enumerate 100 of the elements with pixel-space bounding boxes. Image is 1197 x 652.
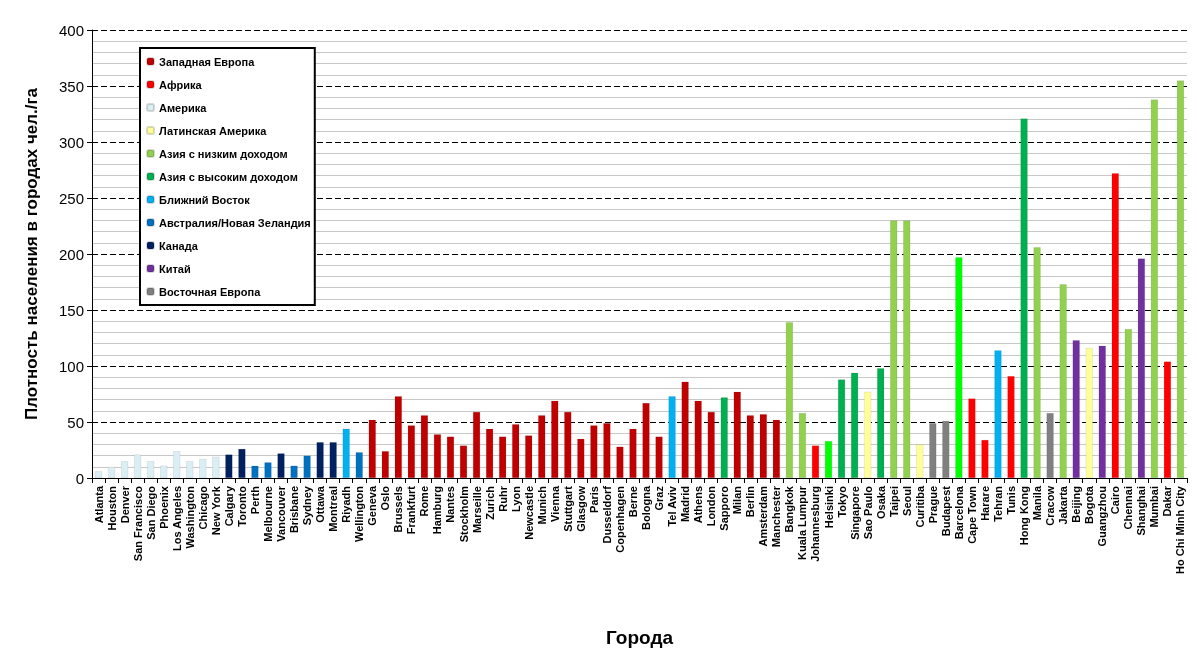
legend-label: Латинская Америка <box>159 124 268 137</box>
x-tick-label: Marseille <box>470 486 483 534</box>
legend-label: Азия с высоким доходом <box>159 170 298 183</box>
x-tick-label: Rome <box>418 486 431 517</box>
x-tick-label: Ottawa <box>314 485 327 523</box>
x-tick-label: Phoenix <box>157 485 170 529</box>
legend-label: Америка <box>159 101 208 114</box>
x-tick-label: Helsinki <box>822 486 835 529</box>
x-tick-label: Dakar <box>1161 485 1174 517</box>
legend-label: Западная Европа <box>159 55 256 68</box>
x-tick-label: Chicago <box>196 485 209 530</box>
legend-label: Канада <box>159 239 199 252</box>
x-tick-label: Munich <box>535 485 548 525</box>
x-tick-label: San Diego <box>144 485 157 540</box>
x-tick-label: Houston <box>105 485 118 531</box>
x-tick-label: Ruhr <box>496 485 509 512</box>
legend-label: Австралия/Новая Зеландия <box>159 216 311 229</box>
x-tick-label: Copenhagen <box>613 485 626 553</box>
y-tick-label: 300 <box>58 133 84 151</box>
x-tick-label: Montreal <box>327 486 340 532</box>
x-axis-title: Города <box>605 627 674 648</box>
x-tick-label: Perth <box>248 485 261 515</box>
x-tick-label: Guangzhou <box>1096 486 1109 547</box>
x-tick-label: Jakarta <box>1057 485 1070 525</box>
x-tick-label: Geneva <box>366 485 379 526</box>
x-tick-label: Shanghai <box>1135 486 1148 536</box>
x-tick-label: Manila <box>1031 485 1044 521</box>
x-tick-label: Riyadh <box>340 485 353 523</box>
legend-label: Китай <box>159 262 191 275</box>
x-tick-label: Seoul <box>900 486 913 516</box>
x-tick-label: Atlanta <box>92 485 105 524</box>
legend-label: Восточная Европа <box>159 285 262 298</box>
x-tick-label: Athens <box>692 486 705 524</box>
x-tick-label: Denver <box>118 485 131 524</box>
x-tick-label: Glasgow <box>574 485 587 532</box>
x-tick-label: Hong Kong <box>1018 486 1031 546</box>
x-tick-label: Brussels <box>392 486 405 533</box>
x-tick-label: Kuala Lumpur <box>796 485 809 560</box>
x-tick-label: Stockholm <box>457 485 470 543</box>
y-tick-label: 50 <box>67 413 84 431</box>
x-tick-label: New York <box>209 485 222 536</box>
x-tick-label: Sydney <box>301 485 314 526</box>
x-tick-label: Vancouver <box>275 485 288 542</box>
x-tick-label: Newcastle <box>522 486 535 540</box>
x-tick-label: Calgary <box>222 485 235 527</box>
x-tick-label: Zurich <box>483 485 496 520</box>
x-tick-label: Washington <box>183 485 196 549</box>
x-tick-label: Manchester <box>770 485 783 548</box>
x-tick-label: Hamburg <box>431 486 444 535</box>
legend-label: Азия с низким доходом <box>159 147 288 160</box>
x-tick-label: Paris <box>587 486 600 513</box>
y-tick-label: 250 <box>58 189 84 207</box>
x-tick-label: Lyon <box>509 485 522 512</box>
x-tick-label: Oslo <box>379 485 392 511</box>
x-tick-label: Curitiba <box>913 485 926 528</box>
x-tick-label: Singapore <box>848 486 861 540</box>
x-tick-label: Toronto <box>235 485 248 527</box>
x-tick-label: Johannesburg <box>809 486 822 562</box>
y-tick-label: 350 <box>58 77 84 95</box>
x-tick-label: Tokyo <box>835 485 848 518</box>
x-tick-label: Sao Paulo <box>861 485 874 540</box>
x-tick-label: Tehran <box>991 485 1004 522</box>
x-tick-label: Prague <box>926 486 939 524</box>
x-tick-label: Graz <box>653 485 666 511</box>
x-tick-label: Mumbai <box>1148 486 1161 528</box>
x-tick-label: Vienna <box>548 485 561 522</box>
x-tick-label: Madrid <box>679 486 692 523</box>
y-tick-label: 150 <box>58 301 84 319</box>
x-tick-label: Beijing <box>1070 486 1083 523</box>
legend-label: Африка <box>159 78 203 91</box>
y-tick-label: 0 <box>75 469 84 487</box>
x-tick-label: Berlin <box>744 485 757 518</box>
x-tick-label: Stuttgart <box>561 485 574 532</box>
x-tick-label: Cape Town <box>965 485 978 544</box>
x-tick-label: Cracow <box>1044 485 1057 526</box>
x-tick-label: Amsterdam <box>757 485 770 547</box>
x-tick-label: Dusseldorf <box>600 485 613 544</box>
y-tick-label: 400 <box>58 21 84 39</box>
x-tick-label: Milan <box>731 485 744 515</box>
x-tick-label: Ho Chi Minh City <box>1174 485 1187 574</box>
x-tick-label: London <box>705 485 718 527</box>
x-tick-label: Frankfurt <box>405 485 418 535</box>
x-tick-label: San Francisco <box>131 485 144 562</box>
x-tick-label: Osaka <box>874 485 887 520</box>
x-tick-label: Bangkok <box>783 485 796 533</box>
y-tick-label: 200 <box>58 245 84 263</box>
x-tick-label: Bologna <box>640 485 653 530</box>
x-tick-label: Tunis <box>1005 486 1018 515</box>
x-tick-label: Nantes <box>444 486 457 523</box>
y-tick-label: 100 <box>58 357 84 375</box>
x-tick-label: Sapporo <box>718 485 731 531</box>
y-axis-title: Плотность населения в городах чел./га <box>22 87 41 420</box>
x-tick-label: Taipei <box>887 486 900 517</box>
x-tick-label: Budapest <box>939 485 952 537</box>
legend-label: Ближний Восток <box>159 193 251 206</box>
x-tick-label: Cairo <box>1109 485 1122 515</box>
x-tick-label: Bogota <box>1083 485 1096 524</box>
x-tick-label: Berne <box>626 486 639 518</box>
x-tick-label: Tel Aviv <box>666 485 679 527</box>
x-tick-label: Los Angeles <box>170 486 183 551</box>
